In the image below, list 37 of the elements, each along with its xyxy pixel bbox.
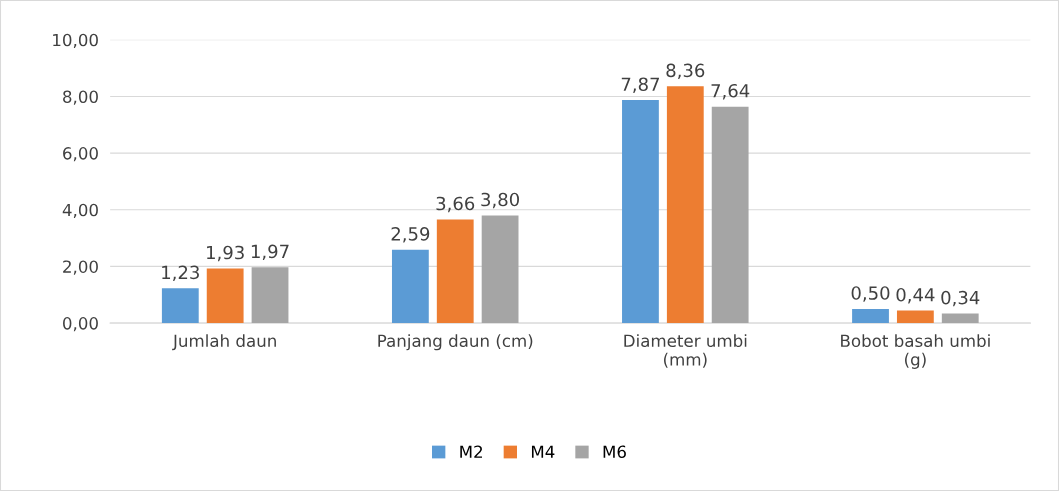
data-label: 0,44	[896, 287, 935, 304]
data-label: 7,64	[711, 83, 750, 100]
x-tick-label: Bobot basah umbi (g)	[841, 334, 990, 369]
bar	[852, 308, 889, 324]
bar	[711, 106, 749, 324]
bar	[161, 288, 199, 324]
bar	[941, 313, 979, 324]
bar	[206, 268, 244, 324]
data-label: 7,87	[621, 77, 659, 93]
bar	[436, 219, 474, 324]
bar	[391, 249, 429, 324]
data-label: 1,93	[207, 245, 244, 262]
data-label: 8,36	[666, 63, 705, 80]
y-tick-label: 4,00	[62, 203, 98, 219]
bar	[622, 100, 659, 324]
y-tick-label: 0,00	[63, 317, 98, 332]
data-label: 1,23	[162, 265, 199, 282]
data-label: 1,97	[251, 244, 289, 261]
y-tick-label: 2,00	[63, 260, 98, 275]
bar	[896, 310, 934, 324]
data-label: 3,80	[481, 192, 519, 209]
legend-label: M2	[460, 445, 482, 458]
bar	[481, 215, 519, 324]
bar	[251, 267, 289, 324]
data-label: 0,50	[851, 286, 890, 302]
y-tick-label: 10,00	[53, 33, 98, 49]
y-tick-label: 8,00	[63, 90, 98, 105]
legend-label: M6	[603, 445, 626, 459]
x-tick-label: Panjang daun (cm)	[378, 334, 533, 351]
y-tick-label: 6,00	[63, 147, 98, 162]
x-tick-label: Jumlah daun	[172, 334, 276, 351]
bar	[666, 86, 704, 324]
legend-label: M4	[531, 445, 555, 458]
data-label: 0,34	[941, 290, 980, 307]
data-label: 2,59	[391, 226, 430, 243]
data-label: 3,66	[436, 196, 475, 213]
x-tick-label: Diameter umbi (mm)	[624, 334, 747, 368]
